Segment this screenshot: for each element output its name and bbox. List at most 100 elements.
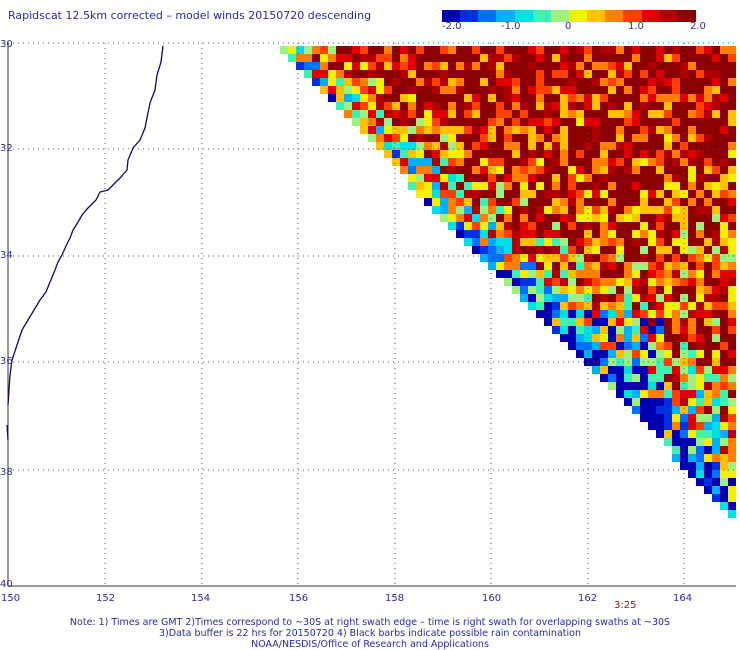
wind-cell (720, 62, 728, 70)
wind-cell (432, 70, 440, 78)
wind-cell (528, 214, 536, 222)
wind-cell (416, 78, 424, 86)
wind-cell (440, 182, 448, 190)
wind-cell (568, 342, 576, 350)
wind-cell (480, 230, 488, 238)
wind-cell (704, 230, 712, 238)
wind-cell (720, 422, 728, 430)
wind-cell (624, 222, 632, 230)
wind-cell (600, 158, 608, 166)
wind-cell (696, 438, 704, 446)
wind-cell (720, 430, 728, 438)
wind-cell (688, 286, 696, 294)
wind-cell (632, 326, 640, 334)
wind-cell (640, 102, 648, 110)
wind-cell (704, 414, 712, 422)
wind-cell (552, 310, 560, 318)
wind-cell (656, 46, 664, 54)
wind-cell (632, 350, 640, 358)
wind-cell (696, 366, 704, 374)
wind-cell (592, 70, 600, 78)
wind-cell (528, 270, 536, 278)
wind-cell (480, 142, 488, 150)
wind-cell (448, 54, 456, 62)
wind-cell (696, 70, 704, 78)
wind-cell (544, 246, 552, 254)
wind-cell (440, 86, 448, 94)
wind-cell (656, 286, 664, 294)
wind-cell (416, 174, 424, 182)
wind-cell (600, 102, 608, 110)
wind-cell (688, 390, 696, 398)
wind-cell (552, 222, 560, 230)
wind-cell (656, 158, 664, 166)
wind-cell (720, 278, 728, 286)
wind-cell (368, 78, 376, 86)
wind-cell (464, 46, 472, 54)
wind-cell (376, 102, 384, 110)
wind-cell (664, 374, 672, 382)
wind-cell (544, 46, 552, 54)
wind-cell (616, 342, 624, 350)
wind-cell (464, 62, 472, 70)
wind-cell (568, 54, 576, 62)
wind-cell (456, 78, 464, 86)
wind-cell (672, 358, 680, 366)
wind-cell (384, 70, 392, 78)
colorbar-segment (460, 10, 479, 22)
wind-cell (632, 294, 640, 302)
wind-cell (616, 310, 624, 318)
wind-cell (720, 54, 728, 62)
wind-cell (728, 478, 736, 486)
wind-cell (648, 390, 656, 398)
wind-cell (520, 150, 528, 158)
wind-cell (688, 54, 696, 62)
wind-cell (464, 206, 472, 214)
wind-cell (352, 62, 360, 70)
wind-cell (640, 406, 648, 414)
wind-cell (688, 406, 696, 414)
wind-cell (448, 126, 456, 134)
wind-cell (360, 54, 368, 62)
wind-cell (536, 286, 544, 294)
wind-cell (400, 166, 408, 174)
wind-cell (616, 374, 624, 382)
wind-cell (680, 342, 688, 350)
wind-cell (488, 182, 496, 190)
wind-cell (704, 302, 712, 310)
wind-cell (344, 70, 352, 78)
wind-cell (440, 70, 448, 78)
wind-cell (472, 246, 480, 254)
wind-cell (624, 294, 632, 302)
wind-cell (472, 166, 480, 174)
wind-cell (536, 206, 544, 214)
wind-cell (568, 230, 576, 238)
wind-cell (376, 86, 384, 94)
wind-cell (416, 62, 424, 70)
wind-cell (456, 206, 464, 214)
wind-cell (680, 302, 688, 310)
wind-cell (672, 302, 680, 310)
wind-cell (488, 262, 496, 270)
wind-cell (728, 214, 736, 222)
wind-cell (704, 182, 712, 190)
wind-cell (496, 78, 504, 86)
wind-cell (448, 166, 456, 174)
wind-cell (472, 206, 480, 214)
wind-cell (520, 294, 528, 302)
wind-cell (616, 238, 624, 246)
wind-cell (656, 350, 664, 358)
wind-cell (536, 102, 544, 110)
wind-cell (720, 110, 728, 118)
wind-cell (512, 78, 520, 86)
wind-cell (664, 62, 672, 70)
wind-cell (392, 150, 400, 158)
wind-cell (408, 142, 416, 150)
wind-cell (424, 86, 432, 94)
wind-cell (528, 182, 536, 190)
wind-cell (696, 86, 704, 94)
wind-cell (552, 158, 560, 166)
wind-cell (592, 54, 600, 62)
wind-cell (712, 262, 720, 270)
wind-cell (648, 158, 656, 166)
